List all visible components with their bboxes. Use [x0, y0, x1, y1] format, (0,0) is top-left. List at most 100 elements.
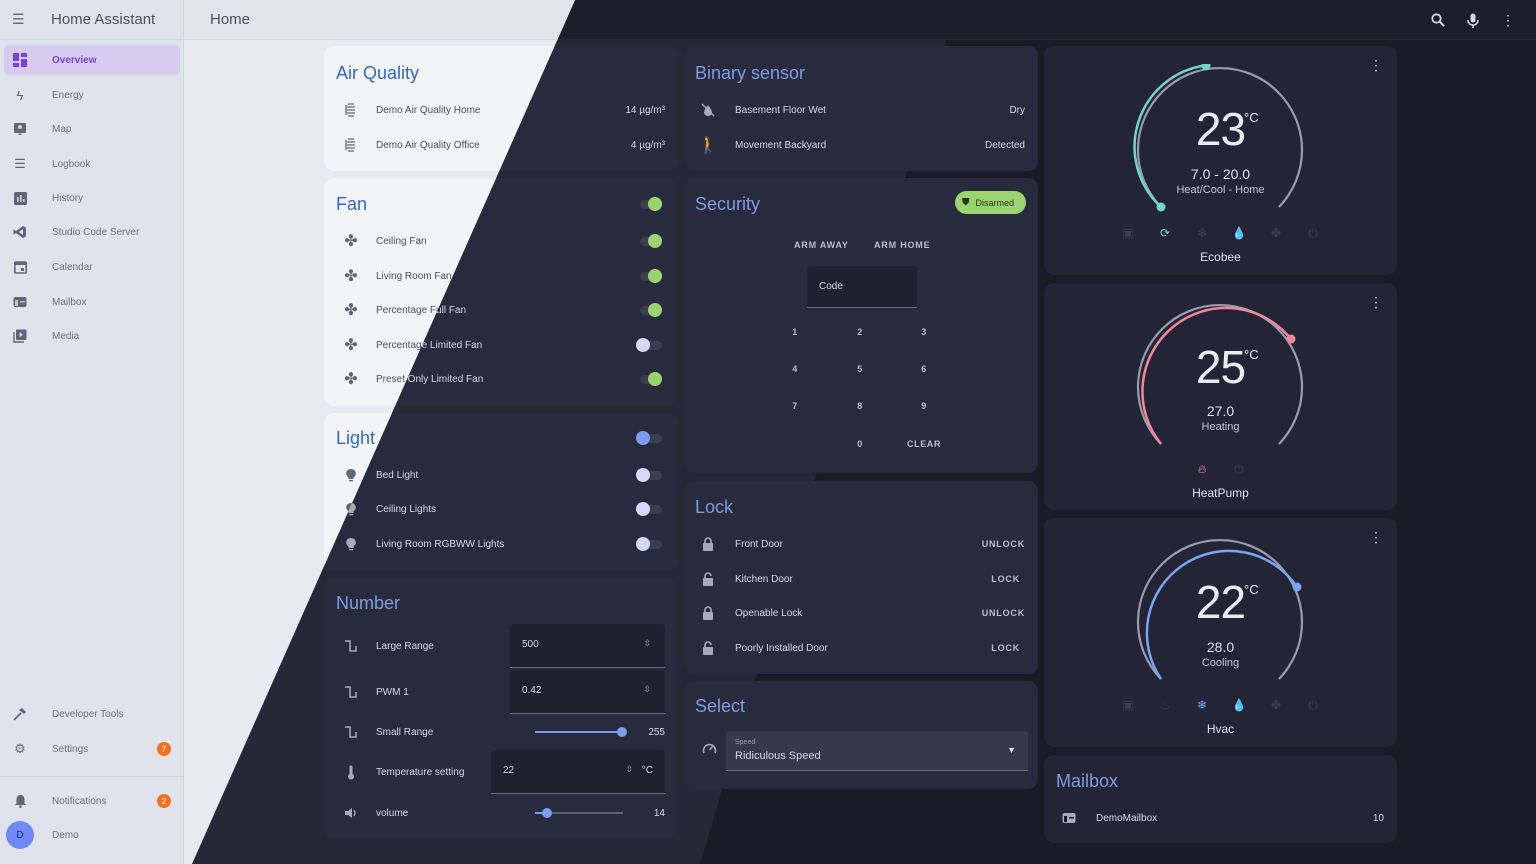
list-item[interactable]: Basement Floor Wet Dry — [685, 95, 1038, 125]
motion-sensor-icon: 🚶 — [698, 137, 718, 154]
sidebar-item-label: Map — [52, 123, 72, 135]
water-percent-icon[interactable]: 💧 — [1231, 226, 1247, 240]
code-input[interactable]: Code — [807, 266, 917, 308]
power-icon[interactable]: ⏻ — [1308, 225, 1318, 240]
snowflake-icon[interactable]: ❄ — [1196, 226, 1208, 240]
low-setpoint-handle — [1156, 202, 1166, 212]
sidebar-item-notifications[interactable]: Notifications 2 — [4, 786, 180, 816]
entity-toggle[interactable] — [636, 269, 662, 283]
thermostat-dial[interactable] — [1132, 64, 1308, 224]
keypad-8[interactable]: 8 — [857, 401, 863, 411]
entity-toggle[interactable] — [636, 338, 662, 352]
keypad-5[interactable]: 5 — [857, 364, 863, 374]
fan-icon: ✤ — [344, 302, 358, 319]
list-item: Large Range — [324, 631, 678, 661]
keypad-0[interactable]: 0 — [857, 439, 863, 449]
card-title: Air Quality — [336, 63, 420, 83]
more-vert-icon[interactable]: ⋮ — [1369, 57, 1383, 73]
keypad-4[interactable]: 4 — [792, 364, 798, 374]
sidebar-item-energy[interactable]: ϟ Energy — [4, 80, 180, 110]
sidebar-item-logbook[interactable]: ☰ Logbook — [4, 149, 180, 179]
calendar-sync-icon[interactable]: ▣ — [1122, 226, 1134, 240]
light-header-toggle[interactable] — [636, 431, 662, 445]
keypad-6[interactable]: 6 — [921, 364, 927, 374]
pwm-input[interactable]: 0.42 ⇳ — [510, 670, 665, 714]
sidebar-item-overview[interactable]: Overview — [4, 45, 180, 75]
list-item[interactable]: Ceiling Lights — [324, 494, 678, 524]
sidebar-item-calendar[interactable]: Calendar — [4, 252, 180, 282]
list-item[interactable]: ✤ Ceiling Fan — [324, 226, 575, 256]
keypad-9[interactable]: 9 — [921, 401, 927, 411]
more-vert-icon[interactable]: ⋮ — [1369, 294, 1383, 310]
spinner-icon[interactable]: ⇳ — [643, 684, 651, 694]
input-unit: °C — [641, 765, 653, 776]
user-name: Demo — [52, 829, 79, 841]
autorenew-icon[interactable]: ⟳ — [1159, 226, 1171, 240]
fan-icon[interactable]: ✤ — [1270, 226, 1282, 240]
list-item[interactable]: ✤ Living Room Fan — [324, 261, 575, 291]
keypad-7[interactable]: 7 — [792, 401, 798, 411]
volume-slider[interactable] — [535, 808, 623, 818]
more-vert-icon[interactable]: ⋮ — [1501, 11, 1515, 28]
lock-button[interactable]: LOCK — [991, 643, 1020, 653]
thermostat-dial[interactable] — [1132, 536, 1308, 696]
speed-select[interactable]: Speed Ridiculous Speed ▼ — [726, 731, 1028, 771]
fire-icon[interactable]: ♨ — [1159, 698, 1171, 712]
large-range-input[interactable]: 500 ⇳ — [510, 624, 665, 668]
fan-icon[interactable]: ✤ — [1270, 698, 1282, 712]
entity-toggle[interactable] — [636, 537, 662, 551]
spinner-icon[interactable]: ⇳ — [643, 638, 651, 648]
list-item[interactable]: 🚶 Movement Backyard Detected — [685, 130, 1038, 160]
sidebar-item-media[interactable]: Media — [4, 321, 180, 351]
list-item[interactable]: Bed Light — [324, 460, 678, 490]
more-vert-icon[interactable]: ⋮ — [1369, 529, 1383, 545]
entity-name: Living Room RGBWW Lights — [376, 538, 505, 550]
entity-name: Preset Only Limited Fan — [376, 373, 484, 385]
snowflake-icon[interactable]: ❄ — [1196, 698, 1208, 712]
entity-name: Demo Air Quality Office — [376, 139, 480, 151]
list-item[interactable]: Demo Air Quality Home 14 µg/m³ — [324, 95, 575, 125]
entity-toggle[interactable] — [636, 303, 662, 317]
sidebar-item-history[interactable]: History — [4, 183, 180, 213]
lock-button[interactable]: LOCK — [991, 574, 1020, 584]
sidebar-item-mailbox[interactable]: Mailbox — [4, 287, 180, 317]
fire-icon[interactable]: 🔥︎ — [1197, 461, 1207, 476]
entity-toggle[interactable] — [636, 234, 662, 248]
list-item[interactable]: Demo Air Quality Office 4 µg/m³ — [324, 130, 575, 160]
arm-away-button[interactable]: ARM AWAY — [794, 240, 849, 250]
keypad-3[interactable]: 3 — [921, 327, 927, 337]
small-range-slider[interactable] — [535, 727, 627, 737]
list-item[interactable]: Living Room RGBWW Lights — [324, 529, 678, 559]
sidebar-item-settings[interactable]: ⚙ Settings 7 — [4, 734, 180, 764]
entity-toggle[interactable] — [636, 468, 662, 482]
keypad-1[interactable]: 1 — [792, 327, 798, 337]
search-icon[interactable] — [1428, 10, 1448, 30]
calendar-sync-icon[interactable]: ▣ — [1122, 698, 1134, 712]
slider-thumb[interactable] — [617, 727, 627, 737]
menu-collapse-icon[interactable]: ☰ — [12, 11, 25, 27]
power-icon[interactable]: ⏻ — [1234, 461, 1244, 476]
light-card: Light Bed Light Ceiling Lights Living Ro… — [324, 413, 678, 571]
fan-header-toggle[interactable] — [636, 197, 662, 211]
entity-toggle[interactable] — [636, 372, 662, 386]
entity-toggle[interactable] — [636, 502, 662, 516]
temperature-setting-input[interactable]: 22 ⇳ °C — [491, 750, 665, 794]
arm-home-button[interactable]: ARM HOME — [874, 240, 931, 250]
sidebar-item-developer-tools[interactable]: Developer Tools — [4, 699, 180, 729]
water-percent-icon[interactable]: 💧 — [1231, 698, 1247, 712]
list-item[interactable]: ✤ Percentage Full Fan — [324, 295, 575, 325]
sidebar-item-map[interactable]: Map — [4, 114, 180, 144]
unlock-button[interactable]: UNLOCK — [981, 539, 1025, 549]
microphone-icon[interactable] — [1463, 10, 1483, 30]
thermostat-dial[interactable] — [1132, 301, 1308, 461]
slider-thumb[interactable] — [542, 808, 552, 818]
list-item[interactable]: DemoMailbox 10 — [1044, 803, 1397, 833]
keypad-2[interactable]: 2 — [857, 327, 863, 337]
power-icon[interactable]: ⏻ — [1308, 697, 1318, 712]
keypad-clear[interactable]: CLEAR — [907, 439, 941, 449]
sidebar-item-studio-code-server[interactable]: Studio Code Server — [4, 217, 180, 247]
spinner-icon[interactable]: ⇳ — [625, 764, 633, 774]
unlock-button[interactable]: UNLOCK — [981, 608, 1025, 618]
lock-open-icon — [699, 570, 717, 588]
sidebar-item-user[interactable]: D Demo — [4, 820, 180, 850]
